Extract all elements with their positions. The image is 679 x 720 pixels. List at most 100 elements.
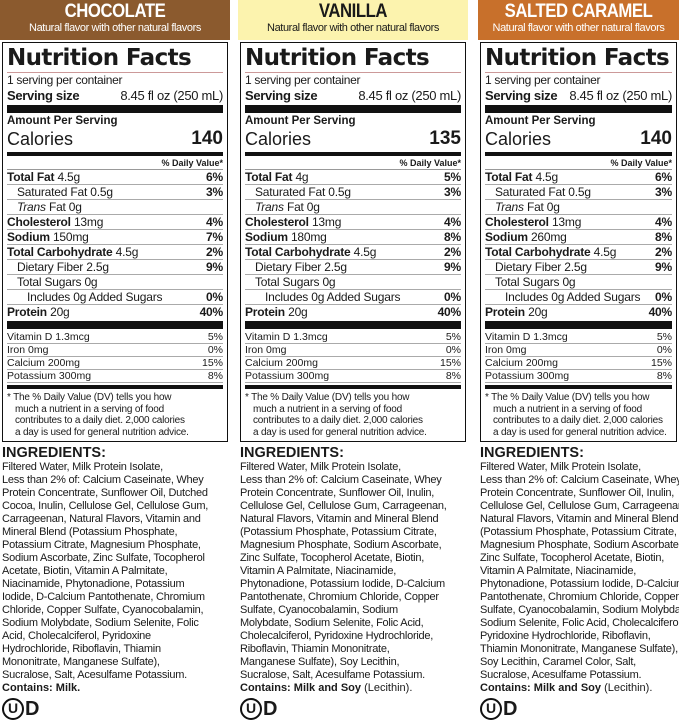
micronutrient-row: Iron 0mg 0% bbox=[245, 344, 461, 357]
micronutrient-daily-value: 15% bbox=[650, 357, 672, 369]
dairy-d-icon: D bbox=[25, 698, 40, 720]
nutrient-row: Total Carbohydrate 4.5g 2% bbox=[7, 245, 223, 260]
ingredients-line: (Potassium Phosphate, Potassium Citrate, bbox=[240, 526, 437, 538]
ingredients-line: Less than 2% of: Calcium Caseinate, Whey bbox=[480, 474, 679, 486]
allergen-statement: Contains: Milk and Soy (Lecithin). bbox=[480, 682, 677, 695]
ingredients-line: Protein Concentrate, Sunflower Oil, Dutc… bbox=[2, 487, 208, 499]
ingredients-line: Natural Flavors, Vitamin and Mineral Ble… bbox=[480, 513, 679, 525]
daily-value-footnote: * The % Daily Value (DV) tells you how mu… bbox=[485, 390, 672, 438]
nutrient-label: Dietary Fiber 2.5g bbox=[17, 260, 109, 274]
ingredients-line: Soy Lecithin, Caramel Color, Salt, bbox=[480, 656, 636, 668]
nutrient-amount: 20g bbox=[50, 305, 70, 319]
ingredients-heading: INGREDIENTS: bbox=[480, 445, 584, 461]
medium-divider bbox=[245, 385, 461, 389]
nutrient-row: Total Carbohydrate 4.5g 2% bbox=[245, 245, 461, 260]
nutrient-row: Trans Fat 0g bbox=[245, 200, 461, 215]
nutrient-label: Cholesterol 13mg bbox=[485, 215, 581, 229]
ingredients-line: Cholecalciferol, Pyridoxine Hydrochlorid… bbox=[240, 630, 434, 642]
ingredients-line: Zinc Sulfate, Tocopherol Acetate, Biotin… bbox=[480, 552, 664, 564]
nutrient-daily-value: 9% bbox=[655, 260, 672, 274]
ingredients-line: Iodide, D-Calcium Pantothenate, Chromium bbox=[2, 591, 205, 603]
ingredients-line: Sodium Ascorbate, Zinc Sulfate, Tocopher… bbox=[2, 552, 205, 564]
flavor-banner: CHOCOLATE Natural flavor with other natur… bbox=[0, 0, 230, 40]
nutrient-daily-value: 9% bbox=[206, 260, 223, 274]
ingredients-line: (Potassium Phosphate, Potassium Citrate, bbox=[480, 526, 677, 538]
ingredients-section: INGREDIENTS: Filtered Water, Milk Protein… bbox=[0, 442, 230, 720]
calories-label: Calories bbox=[485, 129, 552, 149]
nutrient-label: Includes 0g Added Sugars bbox=[505, 290, 641, 304]
nutrient-daily-value: 0% bbox=[655, 290, 672, 304]
serving-size-label: Serving size bbox=[485, 88, 558, 103]
nutrient-row: Dietary Fiber 2.5g 9% bbox=[485, 260, 672, 275]
micronutrient-name: Iron 0mg bbox=[485, 344, 527, 356]
ingredients-line: Less than 2% of: Calcium Caseinate, Whey bbox=[2, 474, 204, 486]
nutrient-row: Cholesterol 13mg 4% bbox=[245, 215, 461, 230]
ingredients-line: Protein Concentrate, Sunflower Oil, Inul… bbox=[240, 487, 435, 499]
ingredients-line: Mononitrate, Manganese Sulfate), bbox=[2, 656, 160, 668]
nutrient-row: Sodium 180mg 8% bbox=[245, 230, 461, 245]
nutrient-daily-value: 8% bbox=[444, 230, 461, 244]
footnote-line: a day is used for general nutrition advi… bbox=[15, 426, 189, 438]
ingredients-line: Pantothenate, Chromium Chloride, Copper bbox=[240, 591, 439, 603]
ingredients-line: Magnesium Phosphate, Sodium Ascorbate, bbox=[240, 539, 442, 551]
footnote-line: contributes to a daily diet. 2,000 calor… bbox=[253, 415, 423, 426]
micronutrient-name: Vitamin D 1.3mcg bbox=[7, 331, 90, 343]
ingredients-line: Less than 2% of: Calcium Caseinate, Whey bbox=[240, 474, 442, 486]
calories-value: 140 bbox=[191, 128, 223, 149]
nutrient-label: Trans Fat 0g bbox=[255, 200, 320, 214]
ingredients-line: Magnesium Phosphate, Sodium Ascorbate, bbox=[480, 539, 679, 551]
nutrient-name: Includes 0g Added Sugars bbox=[505, 290, 641, 304]
thick-divider bbox=[485, 105, 672, 113]
micronutrient-daily-value: 5% bbox=[656, 331, 672, 343]
nutrient-row: Total Sugars 0g bbox=[7, 275, 223, 290]
nutrition-facts-panel: Nutrition Facts 1 serving per container Se… bbox=[240, 42, 466, 442]
allergen-bold: Contains: Milk. bbox=[2, 682, 81, 694]
serving-size-value: 8.45 fl oz (250 mL) bbox=[120, 88, 223, 103]
micronutrient-row: Potassium 300mg 8% bbox=[485, 370, 672, 383]
amount-per-serving: Amount Per Serving bbox=[7, 115, 118, 127]
nutrient-label: Sodium 180mg bbox=[245, 230, 327, 244]
daily-value-header: % Daily Value* bbox=[485, 157, 672, 170]
kosher-u-icon: U bbox=[2, 698, 24, 720]
daily-value-footnote: * The % Daily Value (DV) tells you how mu… bbox=[7, 390, 223, 438]
nutrient-row: Trans Fat 0g bbox=[485, 200, 672, 215]
nutrient-amount: 150mg bbox=[52, 230, 89, 244]
nutrient-daily-value: 6% bbox=[206, 170, 223, 184]
micronutrient-row: Potassium 300mg 8% bbox=[7, 370, 223, 383]
nutrient-name: Protein bbox=[485, 305, 525, 319]
nutrient-amount: 4.5g bbox=[57, 170, 81, 184]
micronutrient-name: Vitamin D 1.3mcg bbox=[245, 331, 328, 343]
nutrient-amount: 0g bbox=[562, 275, 576, 289]
nutrient-row: Total Fat 4.5g 6% bbox=[485, 170, 672, 185]
nutrient-label: Saturated Fat 0.5g bbox=[495, 185, 591, 199]
micronutrient-name: Potassium 300mg bbox=[245, 370, 330, 382]
nutrient-amount: Fat 0g bbox=[48, 200, 82, 214]
ingredients-line: Cellulose Gel, Cellulose Gum, Carrageena… bbox=[240, 500, 447, 512]
ingredients-line: Acetate, Biotin, Vitamin A Palmitate, bbox=[2, 565, 168, 577]
thick-divider bbox=[7, 321, 223, 329]
nutrient-amount: 13mg bbox=[311, 215, 342, 229]
ingredients-line: Filtered Water, Milk Protein Isolate, bbox=[240, 461, 401, 473]
nutrient-name: Trans bbox=[255, 200, 284, 214]
medium-divider bbox=[7, 152, 223, 156]
flavor-name: SALTED CARAMEL bbox=[504, 1, 653, 22]
nutrient-name: Total Fat bbox=[7, 170, 55, 184]
medium-divider bbox=[245, 152, 461, 156]
kosher-u-icon: U bbox=[240, 698, 262, 720]
nutrient-name: Dietary Fiber bbox=[17, 260, 84, 274]
nutrient-row: Protein 20g 40% bbox=[245, 305, 461, 319]
nutrient-label: Protein 20g bbox=[7, 305, 70, 319]
micronutrient-daily-value: 8% bbox=[656, 370, 672, 382]
nutrient-label: Total Sugars 0g bbox=[17, 275, 98, 289]
ingredients-line: Sodium Selenite, Folic Acid, Cholecalcif… bbox=[480, 617, 679, 629]
nutrient-daily-value: 40% bbox=[437, 305, 462, 319]
micronutrient-row: Calcium 200mg 15% bbox=[7, 357, 223, 370]
nutrient-amount: 4.5g bbox=[353, 245, 377, 259]
nutrient-daily-value: 3% bbox=[444, 185, 461, 199]
nutrient-daily-value: 8% bbox=[655, 230, 672, 244]
nutrient-label: Saturated Fat 0.5g bbox=[255, 185, 351, 199]
ingredients-line: Potassium Citrate, Magnesium Phosphate, bbox=[2, 539, 201, 551]
ingredients-line: Protein Concentrate, Sunflower Oil, Inul… bbox=[480, 487, 675, 499]
kosher-u-icon: U bbox=[480, 698, 502, 720]
nutrient-name: Saturated Fat bbox=[255, 185, 326, 199]
